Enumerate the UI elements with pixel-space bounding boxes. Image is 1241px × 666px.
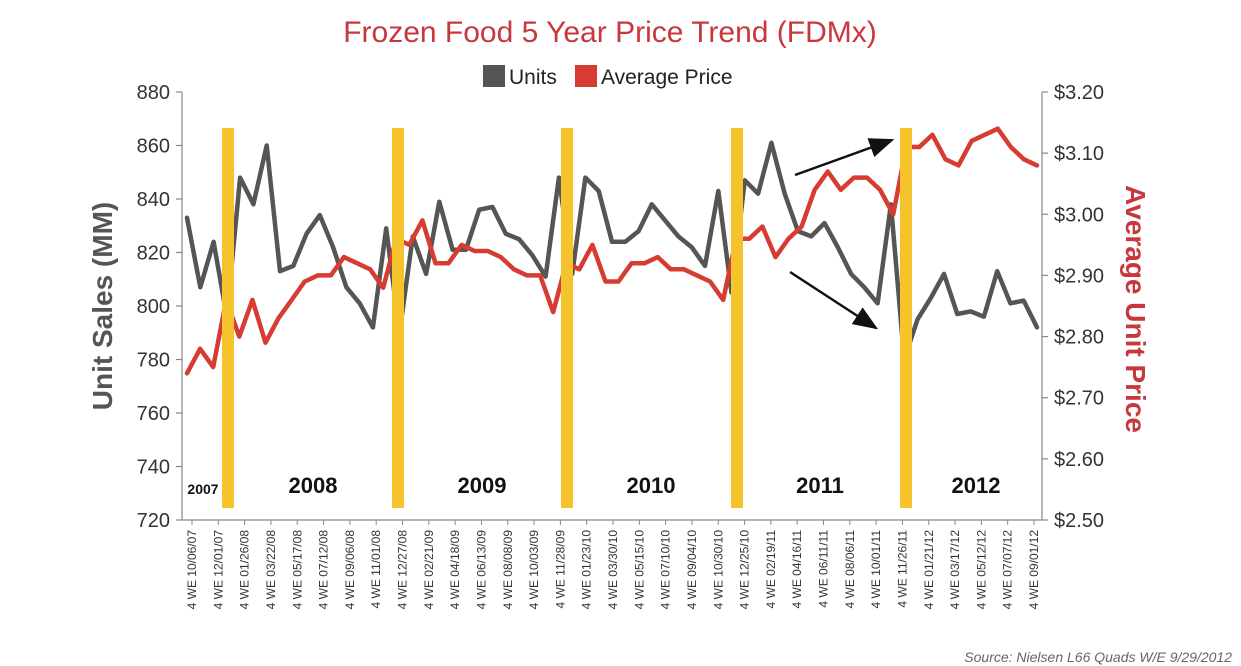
x-tick-label: 4 WE 03/30/10 [606, 530, 620, 610]
x-tick-label: 4 WE 04/18/09 [448, 530, 462, 610]
y-axis-left-ticks: 720 740 760 780 800 820 840 860 880 [137, 82, 182, 532]
y-axis-right-ticks: $2.50 $2.60 $2.70 $2.80 $2.90 $3.00 $3.10 $3.20 [1042, 82, 1104, 532]
x-tick-label: 4 WE 10/06/07 [185, 530, 199, 610]
y-left-tick-label: 740 [137, 457, 170, 479]
year-label-2010: 2010 [627, 473, 676, 498]
x-tick-label: 4 WE 07/12/08 [317, 530, 331, 610]
legend: Units Average Price [483, 65, 733, 89]
y-left-tick-label: 880 [137, 82, 170, 104]
trend-arrow-down [789, 270, 879, 330]
y-right-tick-label: $2.50 [1054, 510, 1104, 532]
x-tick-label: 4 WE 11/01/08 [369, 530, 383, 609]
x-tick-label: 4 WE 07/07/12 [1001, 530, 1015, 610]
year-label-2007: 2007 [187, 481, 218, 497]
chart-title: Frozen Food 5 Year Price Trend (FDMx) [343, 16, 877, 49]
x-tick-label: 4 WE 06/13/09 [474, 530, 488, 610]
x-tick-label: 4 WE 01/21/12 [922, 530, 936, 610]
x-tick-label: 4 WE 01/23/10 [580, 530, 594, 610]
series-line-units [184, 140, 1040, 362]
y-right-tick-label: $2.70 [1054, 388, 1104, 410]
y-right-tick-label: $2.80 [1054, 327, 1104, 349]
x-tick-label: 4 WE 11/28/09 [553, 530, 567, 609]
x-tick-label: 4 WE 03/22/08 [264, 530, 278, 610]
y-left-tick-label: 760 [137, 403, 170, 425]
x-tick-label: 4 WE 10/01/11 [869, 530, 883, 609]
series-line-average-price [184, 126, 1040, 376]
y-left-tick-label: 840 [137, 189, 170, 211]
series-layer [184, 126, 1040, 376]
y-right-tick-label: $2.90 [1054, 265, 1104, 287]
x-tick-label: 4 WE 07/10/10 [659, 530, 673, 610]
x-tick-label: 4 WE 09/04/10 [685, 530, 699, 610]
y-right-tick-label: $3.20 [1054, 82, 1104, 104]
y-axis-right-title: Average Unit Price [1120, 185, 1151, 433]
x-tick-label: 4 WE 10/03/09 [527, 530, 541, 610]
year-separator [222, 128, 234, 508]
x-tick-label: 4 WE 05/12/12 [974, 530, 988, 610]
x-tick-label: 4 WE 09/01/12 [1027, 530, 1041, 610]
year-separators [222, 128, 912, 508]
x-tick-label: 4 WE 02/19/11 [764, 530, 778, 609]
x-axis-ticks: 4 WE 10/06/07 4 WE 12/01/07 4 WE 01/26/08 4… [185, 520, 1041, 609]
x-tick-label: 4 WE 03/17/12 [948, 530, 962, 610]
x-tick-label: 4 WE 05/15/10 [632, 530, 646, 610]
source-note: Source: Nielsen L66 Quads W/E 9/29/2012 [964, 649, 1232, 665]
x-tick-label: 4 WE 04/16/11 [790, 530, 804, 609]
x-tick-label: 4 WE 01/26/08 [238, 530, 252, 610]
x-tick-label: 4 WE 11/26/11 [895, 530, 909, 608]
x-tick-label: 4 WE 08/08/09 [501, 530, 515, 610]
y-right-tick-label: $3.10 [1054, 143, 1104, 165]
legend-swatch-average-price [575, 65, 597, 87]
y-right-tick-label: $3.00 [1054, 204, 1104, 226]
y-axis-left-title: Unit Sales (MM) [87, 202, 118, 410]
legend-label-average-price: Average Price [601, 66, 733, 89]
trend-arrow-up [794, 138, 895, 177]
x-tick-label: 4 WE 09/06/08 [343, 530, 357, 610]
x-tick-label: 4 WE 06/11/11 [817, 530, 831, 608]
x-tick-label: 4 WE 12/27/08 [396, 530, 410, 610]
year-label-2008: 2008 [289, 473, 338, 498]
y-right-tick-label: $2.60 [1054, 449, 1104, 471]
x-tick-label: 4 WE 02/21/09 [422, 530, 436, 610]
legend-swatch-units [483, 65, 505, 87]
y-left-tick-label: 860 [137, 136, 170, 158]
x-tick-label: 4 WE 12/01/07 [211, 530, 225, 610]
year-separator [561, 128, 573, 508]
year-label-2009: 2009 [458, 473, 507, 498]
x-tick-label: 4 WE 10/30/10 [711, 530, 725, 610]
year-separator [900, 128, 912, 508]
y-left-tick-label: 820 [137, 243, 170, 265]
year-label-2012: 2012 [952, 473, 1001, 498]
y-left-tick-label: 720 [137, 510, 170, 532]
year-labels: 2007 2008 2009 2010 2011 2012 [186, 468, 1017, 504]
year-separator [731, 128, 743, 508]
year-separator [392, 128, 404, 508]
x-tick-label: 4 WE 12/25/10 [738, 530, 752, 610]
y-left-tick-label: 780 [137, 350, 170, 372]
y-left-tick-label: 800 [137, 296, 170, 318]
x-tick-label: 4 WE 05/17/08 [290, 530, 304, 610]
legend-label-units: Units [509, 66, 557, 89]
x-tick-label: 4 WE 08/06/11 [843, 530, 857, 609]
year-label-2011: 2011 [796, 473, 844, 498]
